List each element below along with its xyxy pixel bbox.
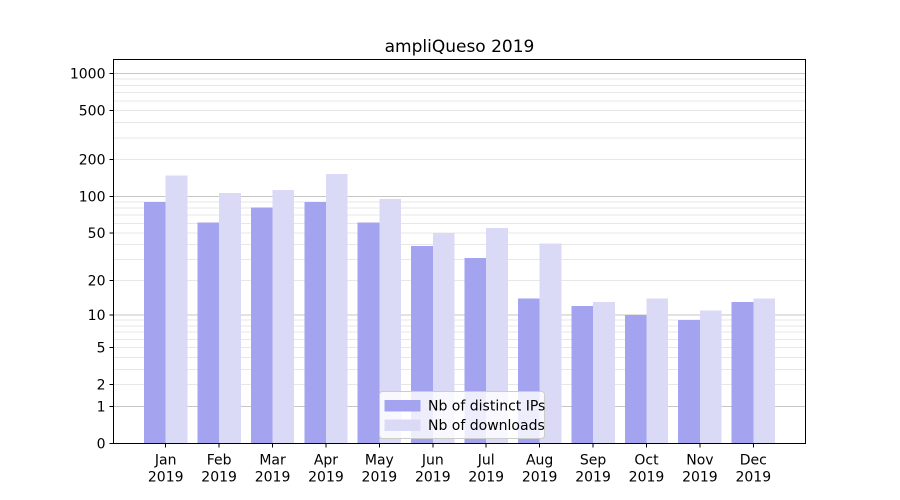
bar-ips-may [357,222,380,444]
x-tick-label-mar: Mar [259,453,286,469]
x-tick-label-feb: Feb [207,453,232,469]
x-tick-year-dec: 2019 [735,470,771,486]
x-tick-year-jun: 2019 [415,470,451,486]
x-tick-label-jan: Jan [154,453,177,469]
y-tick-label-100: 100 [79,189,106,205]
x-tick-label-aug: Aug [526,453,553,469]
bar-ips-mar [250,207,273,444]
legend-swatch-downloads [384,419,421,431]
bar-ips-oct [624,315,647,444]
x-tick-label-apr: Apr [314,453,338,469]
legend-box [379,391,545,439]
legend-label-ips: Nb of distinct IPs [428,399,545,415]
x-tick-label-dec: Dec [740,453,767,469]
axes [113,59,806,444]
x-tick-year-jul: 2019 [468,470,504,486]
bar-downloads-jun [432,232,455,444]
bar-ips-jan [144,201,166,444]
y-tick-label-50: 50 [88,226,106,242]
x-tick-year-oct: 2019 [629,470,665,486]
x-tick-label-sep: Sep [580,453,607,469]
x-tick-label-nov: Nov [686,453,713,469]
y-tick-label-1000: 1000 [70,67,106,83]
bar-downloads-jul [486,227,508,444]
bar-downloads-feb [219,192,241,444]
x-tick-year-nov: 2019 [682,470,718,486]
bar-downloads-jan [165,175,188,444]
y-tick-label-5: 5 [97,341,106,357]
x-tick-year-may: 2019 [362,470,398,486]
y-tick-label-200: 200 [79,153,106,169]
y-tick-label-0: 0 [97,437,106,453]
bar-downloads-mar [272,189,295,444]
x-tick-year-sep: 2019 [575,470,611,486]
x-tick-year-aug: 2019 [522,470,558,486]
legend: Nb of distinct IPs Nb of downloads [379,391,545,439]
bar-ips-dec [731,302,754,444]
chart-title: ampliQueso 2019 [385,37,535,57]
y-tick-label-20: 20 [88,273,106,289]
plot-border [113,59,806,444]
bar-downloads-may [379,199,402,444]
y-tick-label-1: 1 [97,399,106,415]
bar-downloads-sep [593,302,615,444]
bar-downloads-apr [325,173,348,444]
y-tick-label-10: 10 [88,308,106,324]
bar-downloads-dec [753,298,776,444]
bar-ips-sep [571,306,594,444]
bar-downloads-oct [646,298,669,444]
x-tick-label-jul: Jul [477,453,495,469]
x-tick-labels: Jan2019Feb2019Mar2019Apr2019May2019Jun20… [148,443,771,486]
y-tick-labels: 0 1 2 5 10 20 50 100 200 500 1000 [70,67,114,453]
x-tick-label-may: May [365,453,394,469]
x-tick-year-feb: 2019 [201,470,237,486]
bar-ips-apr [304,201,326,444]
x-tick-label-oct: Oct [634,453,659,469]
x-tick-year-mar: 2019 [255,470,291,486]
bar-downloads-aug [539,243,562,444]
legend-label-downloads: Nb of downloads [428,418,545,434]
x-tick-label-jun: Jun [421,453,444,469]
x-tick-year-apr: 2019 [308,470,344,486]
bar-downloads-nov [699,310,722,444]
y-tick-label-500: 500 [79,104,106,120]
bar-ips-feb [197,222,220,444]
y-tick-label-2: 2 [97,378,106,394]
legend-swatch-ips [384,400,421,412]
x-tick-year-jan: 2019 [148,470,184,486]
bar-ips-nov [678,320,700,444]
